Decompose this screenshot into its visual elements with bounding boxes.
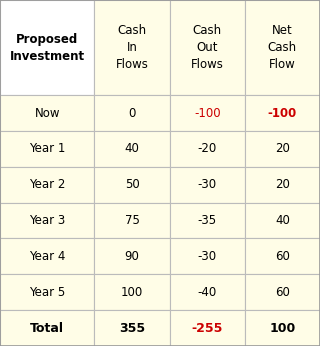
- Text: -35: -35: [198, 214, 217, 227]
- Bar: [245, 203, 320, 238]
- Bar: [170, 95, 245, 131]
- Text: 355: 355: [119, 321, 145, 335]
- Bar: [170, 0, 245, 95]
- Bar: [0, 310, 94, 346]
- Text: 60: 60: [275, 250, 290, 263]
- Bar: [0, 0, 94, 95]
- Text: 60: 60: [275, 286, 290, 299]
- Bar: [170, 167, 245, 203]
- Bar: [170, 310, 245, 346]
- Bar: [94, 95, 170, 131]
- Bar: [94, 131, 170, 167]
- Bar: [94, 310, 170, 346]
- Bar: [245, 167, 320, 203]
- Bar: [245, 131, 320, 167]
- Bar: [0, 238, 94, 274]
- Bar: [0, 95, 94, 131]
- Text: 20: 20: [275, 178, 290, 191]
- Text: -30: -30: [198, 178, 217, 191]
- Text: 40: 40: [124, 143, 140, 155]
- Text: -20: -20: [197, 143, 217, 155]
- Text: Cash
Out
Flows: Cash Out Flows: [191, 24, 224, 71]
- Bar: [0, 203, 94, 238]
- Bar: [94, 203, 170, 238]
- Text: Cash
In
Flows: Cash In Flows: [116, 24, 148, 71]
- Text: Year 1: Year 1: [29, 143, 65, 155]
- Bar: [245, 238, 320, 274]
- Text: 50: 50: [124, 178, 140, 191]
- Bar: [0, 131, 94, 167]
- Text: -100: -100: [268, 107, 297, 120]
- Text: -40: -40: [197, 286, 217, 299]
- Bar: [170, 203, 245, 238]
- Bar: [170, 274, 245, 310]
- Bar: [245, 310, 320, 346]
- Bar: [94, 0, 170, 95]
- Text: Now: Now: [35, 107, 60, 120]
- Bar: [245, 274, 320, 310]
- Text: 75: 75: [124, 214, 140, 227]
- Text: 20: 20: [275, 143, 290, 155]
- Text: -30: -30: [198, 250, 217, 263]
- Bar: [0, 167, 94, 203]
- Text: 0: 0: [128, 107, 136, 120]
- Bar: [245, 95, 320, 131]
- Bar: [245, 0, 320, 95]
- Bar: [170, 131, 245, 167]
- Text: 90: 90: [124, 250, 140, 263]
- Text: Year 4: Year 4: [29, 250, 65, 263]
- Text: 40: 40: [275, 214, 290, 227]
- Text: Year 2: Year 2: [29, 178, 65, 191]
- Bar: [170, 238, 245, 274]
- Text: -100: -100: [194, 107, 220, 120]
- Text: -255: -255: [191, 321, 223, 335]
- Text: Year 3: Year 3: [29, 214, 65, 227]
- Bar: [94, 167, 170, 203]
- Text: 100: 100: [269, 321, 296, 335]
- Bar: [0, 274, 94, 310]
- Text: Year 5: Year 5: [29, 286, 65, 299]
- Bar: [94, 274, 170, 310]
- Text: Net
Cash
Flow: Net Cash Flow: [268, 24, 297, 71]
- Text: 100: 100: [121, 286, 143, 299]
- Bar: [94, 238, 170, 274]
- Text: Proposed
Investment: Proposed Investment: [10, 33, 85, 63]
- Text: Total: Total: [30, 321, 64, 335]
